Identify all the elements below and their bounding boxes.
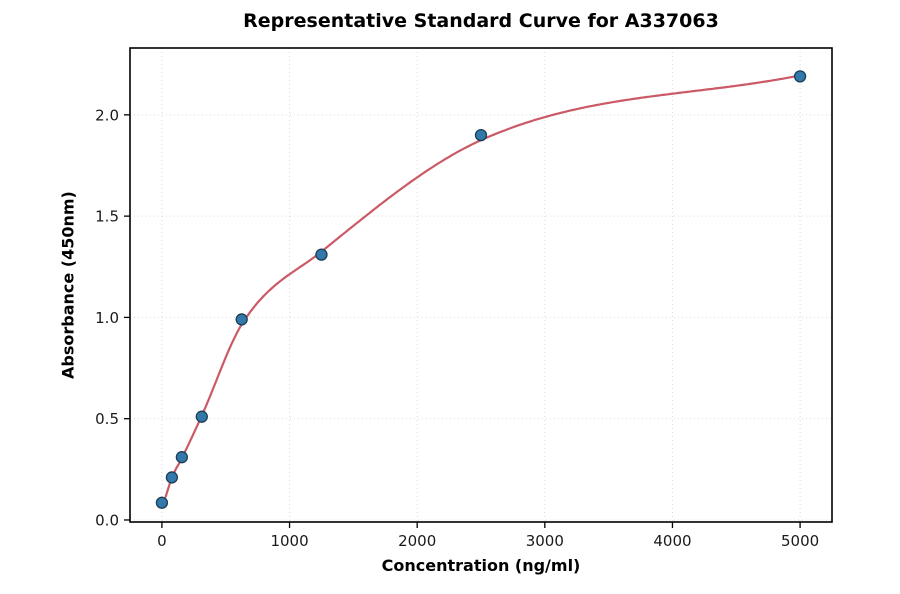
data-point (175, 451, 189, 464)
data-point (165, 471, 179, 484)
y-tick-label: 1.0 (95, 309, 119, 327)
data-point (315, 248, 328, 261)
data-point (195, 410, 208, 423)
x-tick-label: 3000 (526, 532, 564, 550)
data-point (155, 496, 169, 509)
y-tick-label: 0.5 (95, 410, 119, 428)
data-point (474, 128, 488, 142)
chart-title: Representative Standard Curve for A33706… (243, 10, 719, 32)
x-tick-label: 4000 (653, 532, 691, 550)
plot-background (130, 48, 832, 522)
x-tick-label: 2000 (398, 532, 436, 550)
x-tick-label: 5000 (781, 532, 819, 550)
plot-border (129, 47, 833, 523)
x-tick-label: 0 (157, 532, 167, 550)
data-point (793, 70, 807, 83)
y-tick-label: 2.0 (95, 106, 119, 124)
data-point (235, 313, 248, 326)
y-tick-label: 1.5 (95, 208, 119, 226)
y-tick-label: 0.0 (95, 511, 119, 529)
x-tick-label: 1000 (270, 532, 308, 550)
x-axis-label: Concentration (ng/ml) (381, 556, 581, 575)
